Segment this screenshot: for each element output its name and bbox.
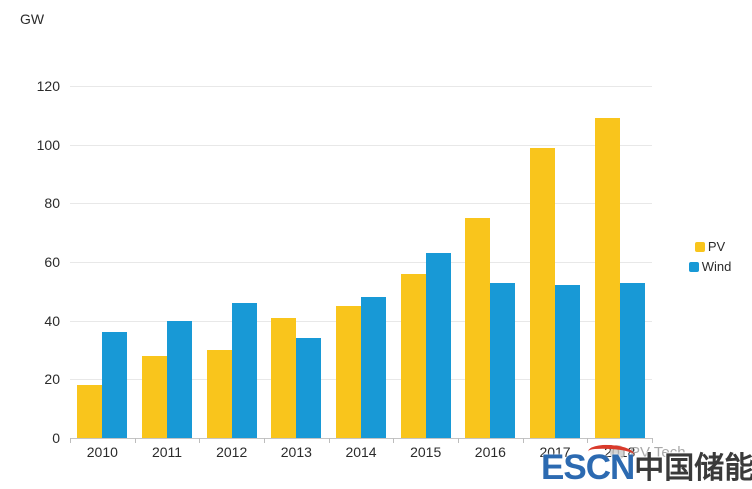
gridline-60	[70, 262, 652, 263]
bar-group-2010: 2010	[70, 86, 135, 460]
x-axis-tick	[199, 438, 201, 443]
legend-swatch-pv	[694, 241, 705, 252]
bar-wind-2016	[490, 282, 516, 438]
x-axis-tick	[328, 438, 330, 443]
bar-wind-2011	[167, 320, 192, 438]
x-axis-tick	[522, 438, 524, 443]
y-tick-label-40: 40	[44, 312, 60, 329]
bar-wind-2017	[555, 285, 581, 438]
x-tick-label-2010: 2010	[86, 444, 118, 460]
bar-pv-2013	[271, 317, 297, 438]
bar-group-2018: 2018	[587, 86, 652, 460]
bar-group-2014: 2014	[329, 86, 394, 460]
legend-item-pv: PV	[694, 239, 726, 254]
x-tick-label-2016: 2016	[474, 444, 506, 460]
y-tick-label-60: 60	[44, 254, 60, 270]
gridline-120	[70, 86, 652, 87]
legend-swatch-wind	[688, 261, 699, 272]
y-tick-label-100: 100	[36, 136, 60, 153]
bar-wind-2012	[231, 303, 257, 438]
x-tick-label-2013: 2013	[280, 444, 312, 460]
bar-pv-2018	[594, 118, 620, 438]
bar-pv-2017	[530, 147, 556, 438]
plot-area: 2010 2011 2012 2013 2014 2015 2016 2017 2018	[70, 86, 653, 460]
bar-pv-2010	[77, 385, 103, 438]
bar-group-2015: 2015	[393, 86, 458, 460]
bar-pv-2011	[142, 355, 167, 438]
source-logo-icon	[610, 445, 625, 460]
x-tick-label-2011: 2011	[151, 444, 183, 460]
legend-label-pv: PV	[707, 239, 726, 254]
bar-wind-2013	[296, 338, 322, 438]
x-axis-tick	[587, 438, 589, 443]
x-axis-tick	[264, 438, 265, 443]
gridline-0	[70, 438, 652, 439]
legend-item-wind: Wind	[688, 259, 732, 274]
x-tick-label-2014: 2014	[345, 444, 377, 460]
bar-wind-2018	[619, 282, 645, 438]
bar-pv-2015	[400, 273, 426, 438]
gridline-80	[70, 203, 652, 205]
bar-group-2013: 2013	[264, 86, 329, 460]
x-axis-tick	[70, 438, 71, 443]
bar-wind-2014	[361, 297, 387, 438]
x-axis-tick	[458, 438, 459, 443]
bar-pv-2016	[465, 218, 491, 438]
y-tick-label-20: 20	[44, 371, 60, 388]
legend: PV Wind	[672, 239, 748, 274]
bar-pv-2014	[336, 306, 362, 438]
watermark: ESCN 中国储能网	[541, 443, 752, 487]
y-axis-tick-labels: 0 20 40 60 80 100 120	[0, 78, 60, 446]
y-tick-label-120: 120	[36, 78, 60, 94]
y-tick-label-80: 80	[44, 195, 60, 212]
bar-group-2011: 2011	[135, 86, 200, 460]
source-mark: PV Tech	[610, 444, 686, 461]
gridline-100	[70, 144, 652, 146]
watermark-text-cn: 中国储能网	[634, 452, 752, 485]
x-tick-label-2012: 2012	[216, 444, 248, 460]
y-tick-label-0: 0	[52, 430, 60, 446]
bar-wind-2015	[425, 253, 451, 438]
watermark-text-en: ESCN	[541, 448, 635, 487]
bar-wind-2010	[102, 332, 128, 438]
y-axis-unit-label: GW	[20, 11, 45, 27]
bar-group-2017: 2017	[523, 86, 588, 460]
bar-groups: 2010 2011 2012 2013 2014 2015 2016 2017 2018	[70, 86, 652, 460]
x-tick-label-2015: 2015	[410, 444, 442, 460]
bar-group-2016: 2016	[458, 86, 523, 460]
bar-pv-2012	[206, 350, 232, 438]
x-axis-tick	[134, 438, 136, 443]
bar-group-2012: 2012	[199, 86, 264, 460]
legend-label-wind: Wind	[701, 259, 732, 274]
x-axis-tick	[652, 438, 653, 443]
x-tick-label-2017: 2017	[539, 444, 571, 460]
x-axis-tick	[393, 438, 395, 443]
source-label: PV Tech	[630, 444, 686, 461]
